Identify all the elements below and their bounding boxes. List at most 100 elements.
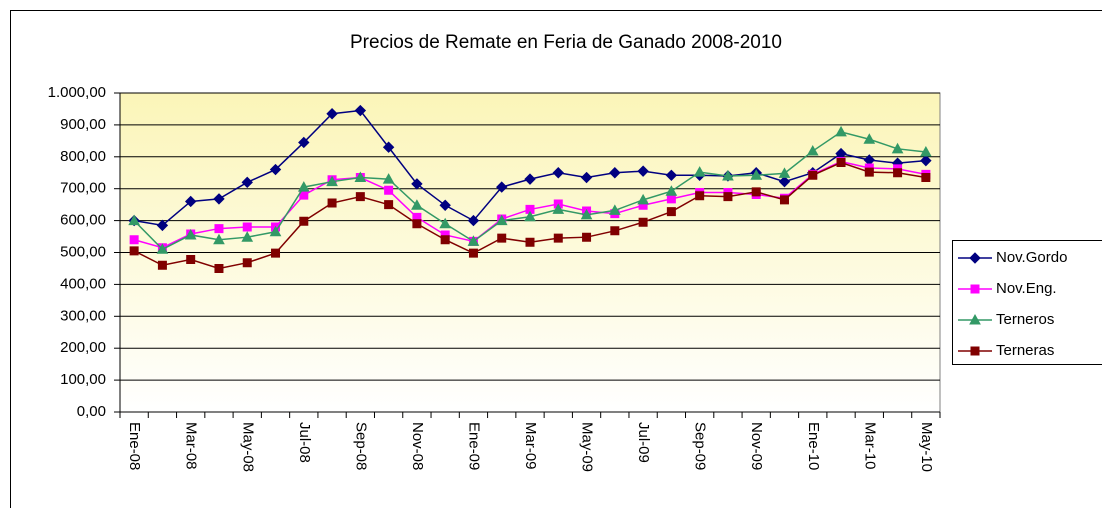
marker xyxy=(213,193,225,205)
chart-frame xyxy=(10,10,1102,508)
x-tick-label: Nov-09 xyxy=(748,422,765,470)
x-tick-label: Nov-08 xyxy=(409,422,426,470)
marker xyxy=(241,231,254,242)
x-tick-label: Sep-08 xyxy=(352,422,369,470)
marker xyxy=(723,192,733,202)
marker xyxy=(186,255,196,265)
marker xyxy=(524,210,536,222)
marker xyxy=(610,226,620,236)
y-tick-label: 300,00 xyxy=(60,307,106,324)
marker xyxy=(637,193,649,205)
marker xyxy=(969,252,981,264)
marker xyxy=(525,204,535,214)
x-tick-label: Mar-10 xyxy=(861,422,878,470)
marker xyxy=(751,187,761,197)
marker xyxy=(214,224,224,234)
x-tick-label: Ene-08 xyxy=(126,422,143,470)
marker xyxy=(552,167,564,179)
marker xyxy=(440,235,450,245)
marker xyxy=(525,237,535,247)
marker xyxy=(863,133,876,144)
x-tick-label: May-10 xyxy=(918,422,935,472)
x-tick-label: Jul-09 xyxy=(635,422,652,463)
marker xyxy=(241,176,253,189)
marker xyxy=(156,219,169,232)
marker xyxy=(695,191,705,201)
marker xyxy=(836,158,846,168)
marker xyxy=(326,175,338,187)
marker xyxy=(412,219,422,229)
x-tick-label: Sep-09 xyxy=(692,422,709,470)
marker xyxy=(467,214,480,227)
marker xyxy=(439,199,451,211)
y-tick-label: 1.000,00 xyxy=(48,84,106,101)
marker xyxy=(524,173,536,185)
marker xyxy=(298,136,310,149)
marker xyxy=(271,248,281,258)
x-tick-label: Ene-09 xyxy=(465,422,482,470)
y-tick-label: 800,00 xyxy=(60,148,106,165)
marker xyxy=(864,167,874,177)
marker xyxy=(495,214,508,226)
x-tick-label: Jul-08 xyxy=(296,422,313,463)
x-tick-label: Ene-10 xyxy=(805,422,822,470)
x-tick-label: May-08 xyxy=(239,422,256,472)
marker xyxy=(970,284,980,294)
y-tick-label: 200,00 xyxy=(60,339,106,356)
marker xyxy=(439,217,452,229)
grid xyxy=(120,92,940,381)
series-layer xyxy=(128,104,932,273)
marker xyxy=(808,170,818,180)
marker xyxy=(327,198,337,208)
marker xyxy=(468,248,478,258)
marker xyxy=(299,216,309,226)
marker xyxy=(609,167,621,179)
marker xyxy=(553,233,563,243)
marker xyxy=(411,199,423,210)
x-tick-label: May-09 xyxy=(579,422,596,472)
marker xyxy=(580,171,593,184)
marker xyxy=(156,243,169,254)
marker xyxy=(891,142,904,154)
marker xyxy=(921,173,931,183)
marker xyxy=(580,208,593,220)
y-tick-label: 500,00 xyxy=(60,243,106,260)
marker xyxy=(184,195,197,208)
marker xyxy=(750,169,763,180)
marker xyxy=(666,207,676,217)
marker xyxy=(213,233,225,245)
y-tick-label: 600,00 xyxy=(60,212,106,229)
marker xyxy=(497,233,507,243)
marker xyxy=(665,169,678,182)
marker xyxy=(722,169,734,181)
y-tick-label: 100,00 xyxy=(60,371,106,388)
marker xyxy=(666,194,676,204)
marker xyxy=(129,246,139,256)
y-tick-label: 700,00 xyxy=(60,180,106,197)
marker xyxy=(778,175,791,188)
marker xyxy=(297,181,310,192)
marker xyxy=(920,154,932,167)
marker xyxy=(384,185,394,195)
legend-label: Terneros xyxy=(996,311,1054,328)
marker xyxy=(129,235,139,245)
marker xyxy=(582,232,592,242)
marker xyxy=(608,204,621,215)
marker xyxy=(184,228,197,240)
marker xyxy=(778,167,791,178)
marker xyxy=(354,171,367,183)
marker xyxy=(835,125,847,137)
chart-title: Precios de Remate en Feria de Ganado 200… xyxy=(350,32,782,53)
x-tick-label: Mar-08 xyxy=(183,422,200,470)
marker xyxy=(637,165,649,177)
marker xyxy=(242,222,252,232)
marker xyxy=(411,178,423,190)
marker xyxy=(128,214,140,226)
marker xyxy=(214,263,224,273)
marker xyxy=(467,235,480,246)
legend-label: Nov.Gordo xyxy=(996,249,1067,266)
legend-label: Nov.Eng. xyxy=(996,280,1057,297)
marker xyxy=(382,141,395,153)
marker xyxy=(355,192,365,202)
